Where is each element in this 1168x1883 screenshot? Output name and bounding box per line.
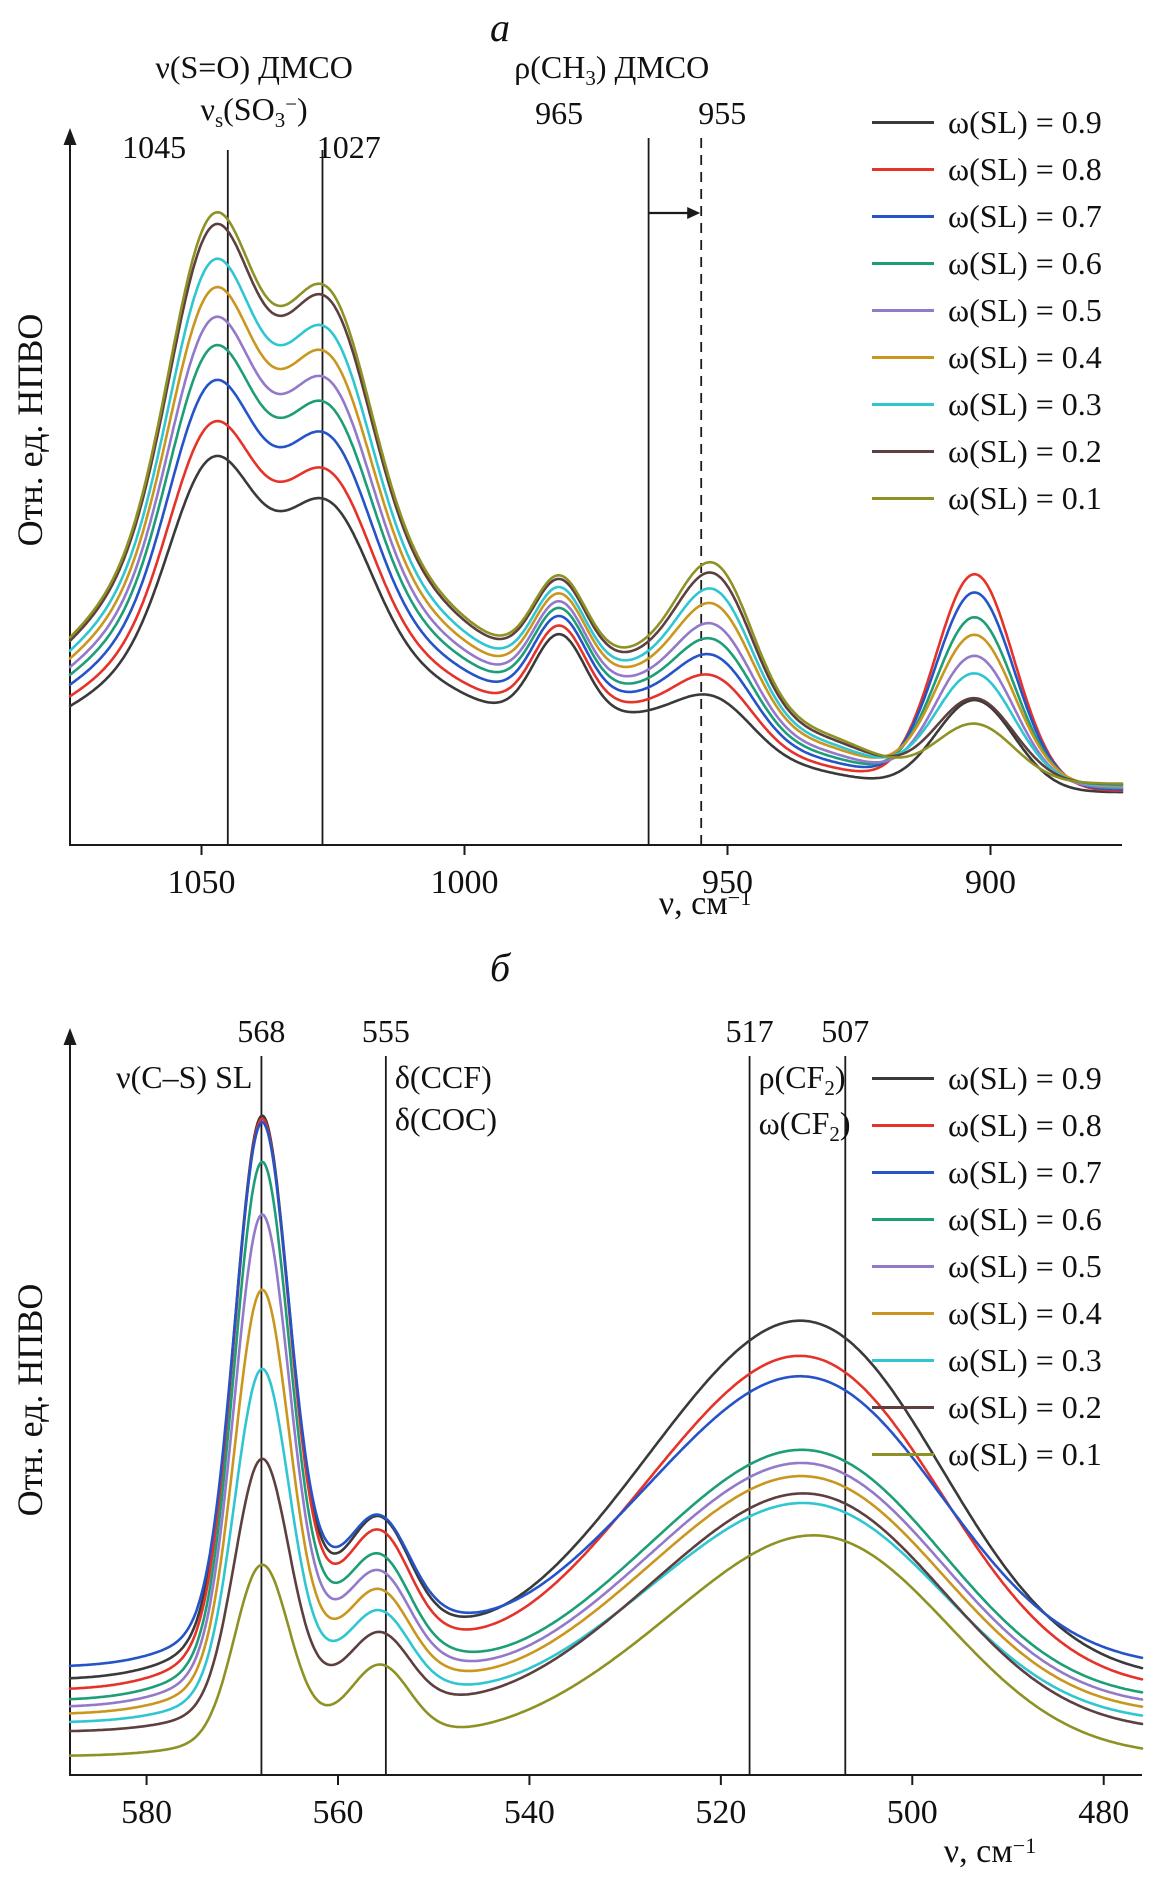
legend-line-swatch [872, 168, 934, 171]
legend-line-swatch [872, 1359, 934, 1362]
legend-line-swatch [872, 1406, 934, 1409]
x-tick-label: 1050 [168, 864, 236, 901]
panel-b-chart: 580 560 540 520 500 480 [63, 1028, 1144, 1831]
x-tick-label: 520 [695, 1794, 746, 1831]
legend-entry-0.5: ω(SL) = 0.5 [872, 287, 1102, 334]
spectrum-curve-ω(SL) = 0.6 [68, 343, 1124, 790]
y-axis-arrowhead [63, 1028, 77, 1045]
legend-line-swatch [872, 1218, 934, 1221]
spectrum-curve-ω(SL) = 0.4 [68, 285, 1124, 788]
legend-entry-0.8: ω(SL) = 0.8 [872, 1102, 1102, 1149]
legend-entry-0.4: ω(SL) = 0.4 [872, 334, 1102, 381]
legend-line-swatch [872, 215, 934, 218]
spectrum-curve-ω(SL) = 0.9 [68, 454, 1124, 794]
panel-a-x-axis-label: ν, см−1 [658, 885, 752, 922]
legend-line-swatch [872, 450, 934, 453]
legend-label: ω(SL) = 0.4 [948, 1295, 1102, 1331]
legend-entry-0.1: ω(SL) = 0.1 [872, 475, 1102, 522]
legend-line-swatch [872, 1312, 934, 1315]
legend-line-swatch [872, 1171, 934, 1174]
legend-label: ω(SL) = 0.6 [948, 1201, 1102, 1237]
legend-entry-0.9: ω(SL) = 0.9 [872, 99, 1102, 146]
legend-line-swatch [872, 1077, 934, 1080]
legend-label: ω(SL) = 0.5 [948, 1248, 1102, 1284]
panel-b-legend: ω(SL) = 0.9 ω(SL) = 0.8 ω(SL) = 0.7 ω(SL) =… [872, 1055, 1102, 1478]
legend-line-swatch [872, 1453, 934, 1456]
legend-entry-0.4: ω(SL) = 0.4 [872, 1290, 1102, 1337]
legend-label: ω(SL) = 0.7 [948, 198, 1102, 234]
spectrum-curve-ω(SL) = 0.6 [68, 1160, 1144, 1701]
legend-label: ω(SL) = 0.2 [948, 433, 1102, 469]
legend-label: ω(SL) = 0.3 [948, 1342, 1102, 1378]
spectrum-curve-ω(SL) = 0.5 [68, 315, 1124, 789]
panel-a-title: а [490, 5, 510, 50]
legend-entry-0.7: ω(SL) = 0.7 [872, 1149, 1102, 1196]
legend-entry-0.3: ω(SL) = 0.3 [872, 1337, 1102, 1384]
spectrum-curve-ω(SL) = 0.7 [68, 1120, 1144, 1668]
spectrum-curve-ω(SL) = 0.3 [68, 257, 1124, 787]
panel-b-x-axis-label: ν, см−1 [943, 1833, 1037, 1870]
legend-line-swatch [872, 1265, 934, 1268]
x-tick-label: 580 [121, 1794, 172, 1831]
spectrum-curve-ω(SL) = 0.4 [68, 1288, 1144, 1715]
panel-b-title: б [489, 945, 511, 990]
legend-entry-0.5: ω(SL) = 0.5 [872, 1243, 1102, 1290]
x-tick-label: 540 [504, 1794, 555, 1831]
spectrum-curve-ω(SL) = 0.1 [68, 1534, 1144, 1757]
spectrum-curve-ω(SL) = 0.5 [68, 1213, 1144, 1708]
legend-label: ω(SL) = 0.3 [948, 386, 1102, 422]
panel-a-legend: ω(SL) = 0.9 ω(SL) = 0.8 ω(SL) = 0.7 ω(SL) =… [872, 99, 1102, 522]
legend-line-swatch [872, 1124, 934, 1127]
legend-label: ω(SL) = 0.5 [948, 292, 1102, 328]
spectrum-curve-ω(SL) = 0.7 [68, 378, 1124, 791]
legend-entry-0.6: ω(SL) = 0.6 [872, 240, 1102, 287]
legend-entry-0.3: ω(SL) = 0.3 [872, 381, 1102, 428]
legend-label: ω(SL) = 0.1 [948, 480, 1102, 516]
spectrum-curve-ω(SL) = 0.1 [68, 211, 1124, 785]
spectrum-curve-ω(SL) = 0.8 [68, 419, 1124, 792]
panel-b-y-axis-label: Отн. ед. НПВО [10, 1283, 50, 1517]
legend-label: ω(SL) = 0.2 [948, 1389, 1102, 1425]
panel-a: а 1050 1000 950 900 Отн. ед. НПВО ν, см−1 ν… [0, 0, 1168, 940]
legend-entry-0.8: ω(SL) = 0.8 [872, 146, 1102, 193]
legend-label: ω(SL) = 0.8 [948, 151, 1102, 187]
legend-label: ω(SL) = 0.7 [948, 1154, 1102, 1190]
legend-line-swatch [872, 121, 934, 124]
legend-line-swatch [872, 309, 934, 312]
x-tick-label: 950 [702, 864, 753, 901]
x-tick-label: 900 [965, 864, 1016, 901]
legend-line-swatch [872, 403, 934, 406]
legend-entry-0.2: ω(SL) = 0.2 [872, 1384, 1102, 1431]
y-axis-arrowhead [63, 128, 77, 145]
legend-label: ω(SL) = 0.9 [948, 104, 1102, 140]
legend-entry-0.1: ω(SL) = 0.1 [872, 1431, 1102, 1478]
legend-entry-0.2: ω(SL) = 0.2 [872, 428, 1102, 475]
spectrum-curve-ω(SL) = 0.2 [68, 1457, 1144, 1733]
x-tick-label: 560 [313, 1794, 364, 1831]
legend-line-swatch [872, 262, 934, 265]
legend-line-swatch [872, 497, 934, 500]
legend-line-swatch [872, 356, 934, 359]
legend-label: ω(SL) = 0.9 [948, 1060, 1102, 1096]
legend-label: ω(SL) = 0.4 [948, 339, 1102, 375]
x-tick-label: 1000 [431, 864, 499, 901]
x-tick-label: 500 [887, 1794, 938, 1831]
legend-entry-0.7: ω(SL) = 0.7 [872, 193, 1102, 240]
panel-a-y-axis-label: Отн. ед. НПВО [10, 313, 50, 547]
spectrum-curve-ω(SL) = 0.2 [68, 222, 1124, 786]
x-tick-label: 480 [1078, 1794, 1129, 1831]
panel-b: б 580 560 540 520 500 480 Отн. ед. НПВО ν, см… [0, 940, 1168, 1883]
legend-label: ω(SL) = 0.6 [948, 245, 1102, 281]
legend-label: ω(SL) = 0.1 [948, 1436, 1102, 1472]
legend-entry-0.6: ω(SL) = 0.6 [872, 1196, 1102, 1243]
legend-entry-0.9: ω(SL) = 0.9 [872, 1055, 1102, 1102]
band-shift-arrow-head [687, 207, 701, 219]
panel-a-chart: 1050 1000 950 900 [63, 128, 1124, 901]
legend-label: ω(SL) = 0.8 [948, 1107, 1102, 1143]
